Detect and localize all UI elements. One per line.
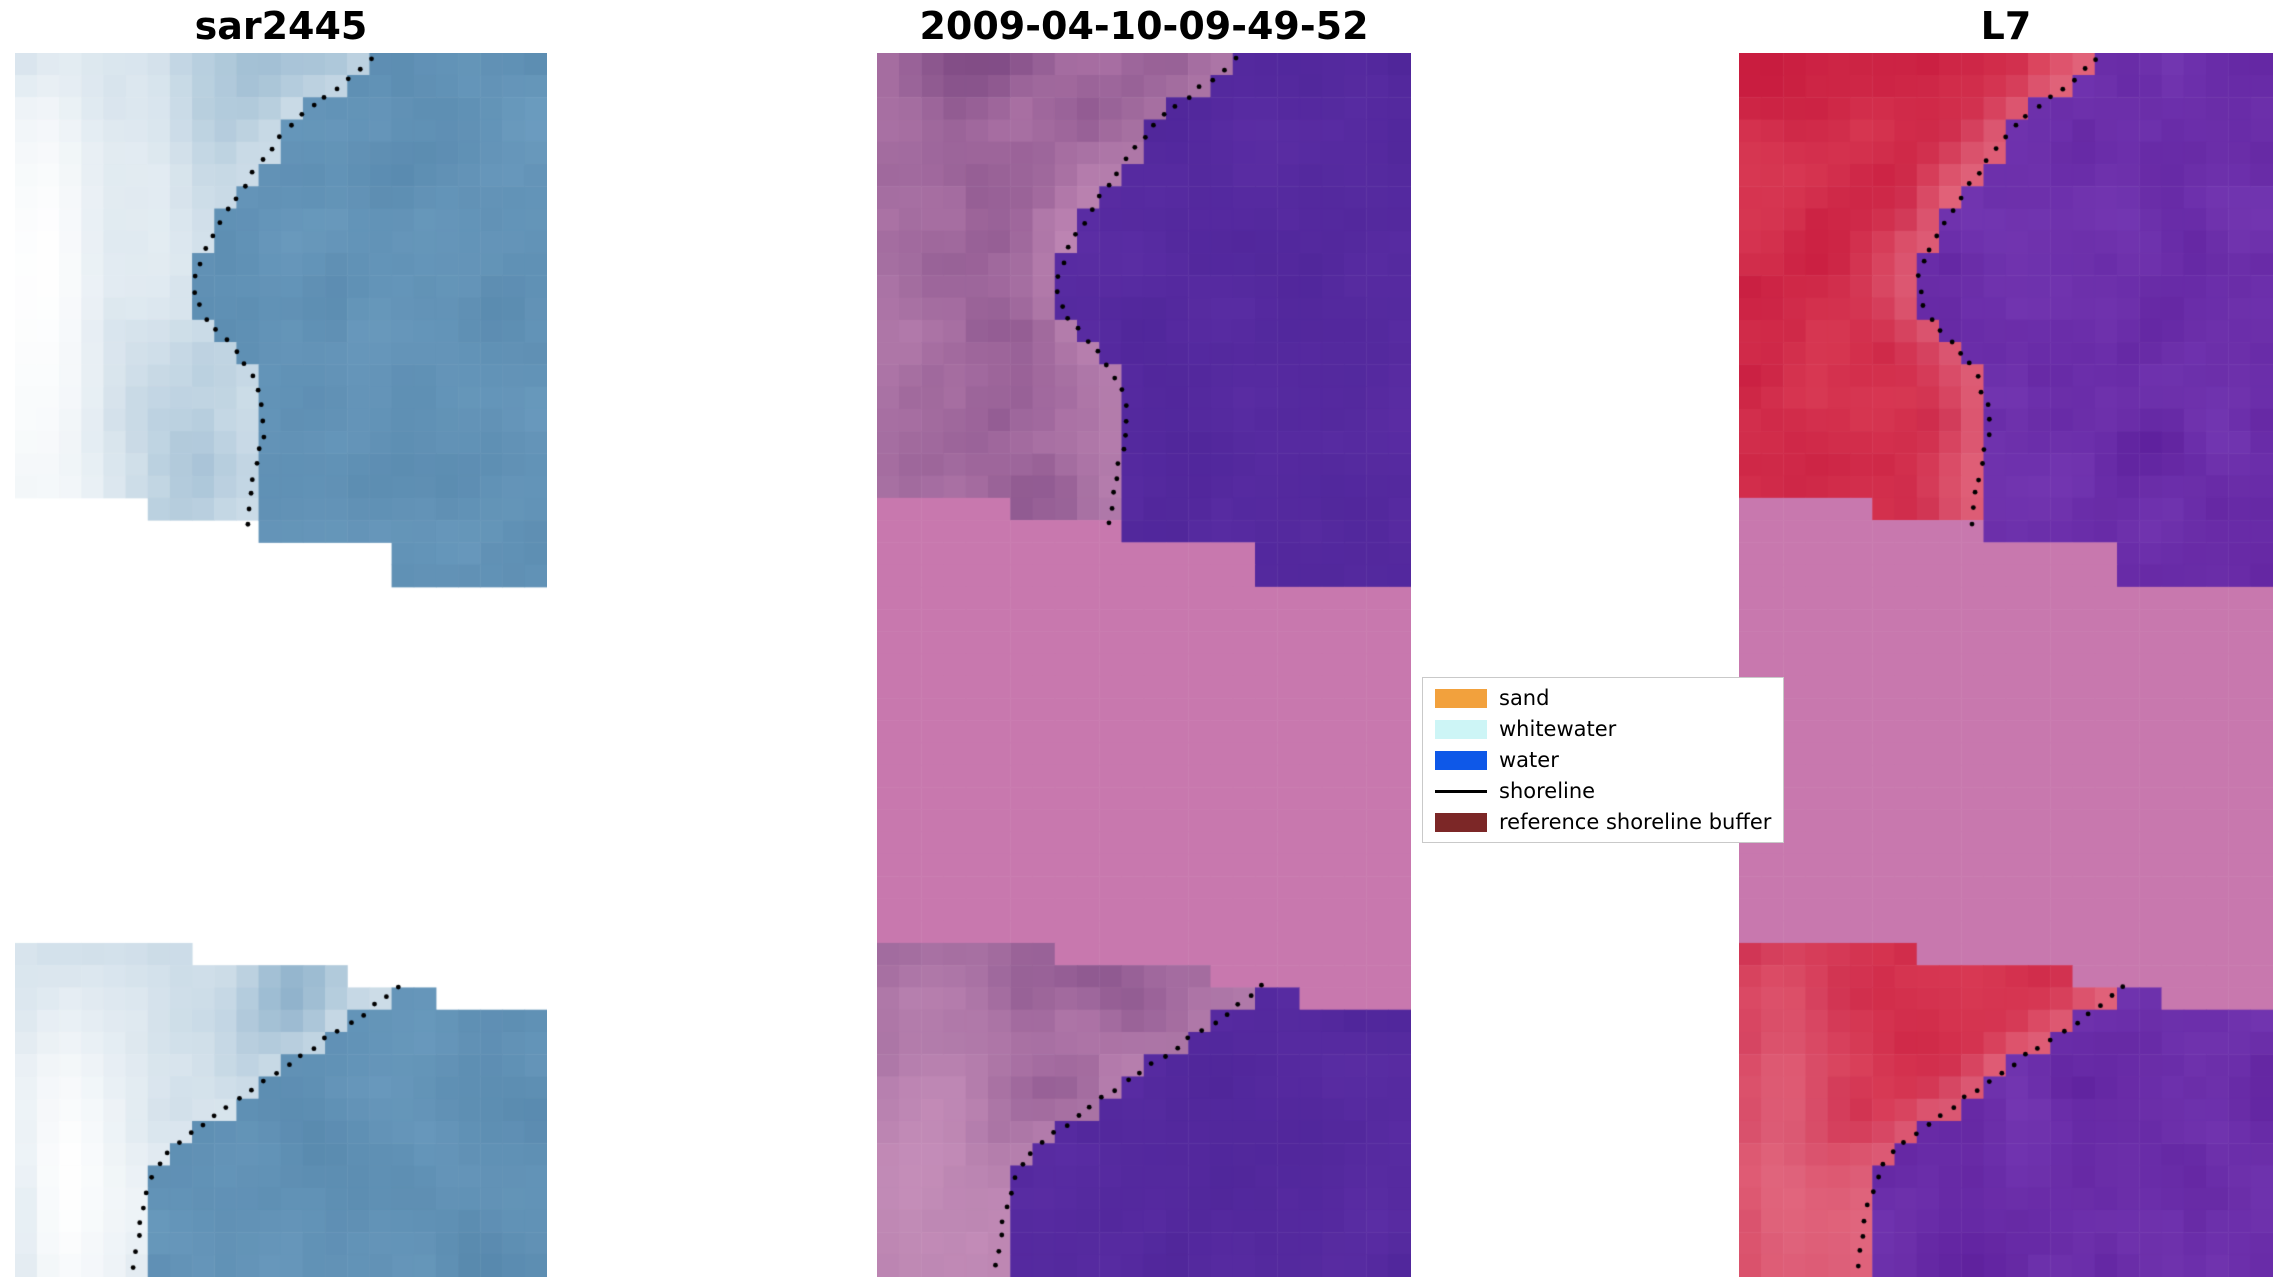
legend-item-shoreline: shoreline [1435, 779, 1771, 803]
legend-item-sand: sand [1435, 686, 1771, 710]
legend-item-water: water [1435, 748, 1771, 772]
legend-item-reference-shoreline-buffer: reference shoreline buffer [1435, 810, 1771, 834]
legend-label: shoreline [1499, 779, 1596, 803]
legend-item-whitewater: whitewater [1435, 717, 1771, 741]
legend-color-patch [1435, 719, 1487, 739]
legend-label: sand [1499, 686, 1550, 710]
legend-color-patch [1435, 688, 1487, 708]
legend-label: whitewater [1499, 717, 1617, 741]
legend: sand whitewater water shoreline reference sh… [1422, 677, 1785, 843]
panel-title-timestamp: 2009-04-10-09-49-52 [919, 4, 1369, 48]
legend-label: reference shoreline buffer [1499, 810, 1772, 834]
panel-title-sar2445: sar2445 [194, 4, 368, 48]
legend-label: water [1499, 748, 1559, 772]
shoreline-line-icon [1435, 789, 1487, 793]
classified-satellite-image [877, 53, 1411, 1277]
sar-satellite-image [15, 53, 547, 1277]
legend-color-patch [1435, 812, 1487, 832]
panel-title-l7: L7 [1980, 4, 2032, 48]
panel-sar2445 [15, 53, 547, 1277]
panel-l7-image [1739, 53, 2273, 1277]
legend-color-patch [1435, 750, 1487, 770]
l7-satellite-image [1739, 53, 2273, 1277]
legend-line-sample [1435, 782, 1487, 801]
panel-classified-image [877, 53, 1411, 1277]
